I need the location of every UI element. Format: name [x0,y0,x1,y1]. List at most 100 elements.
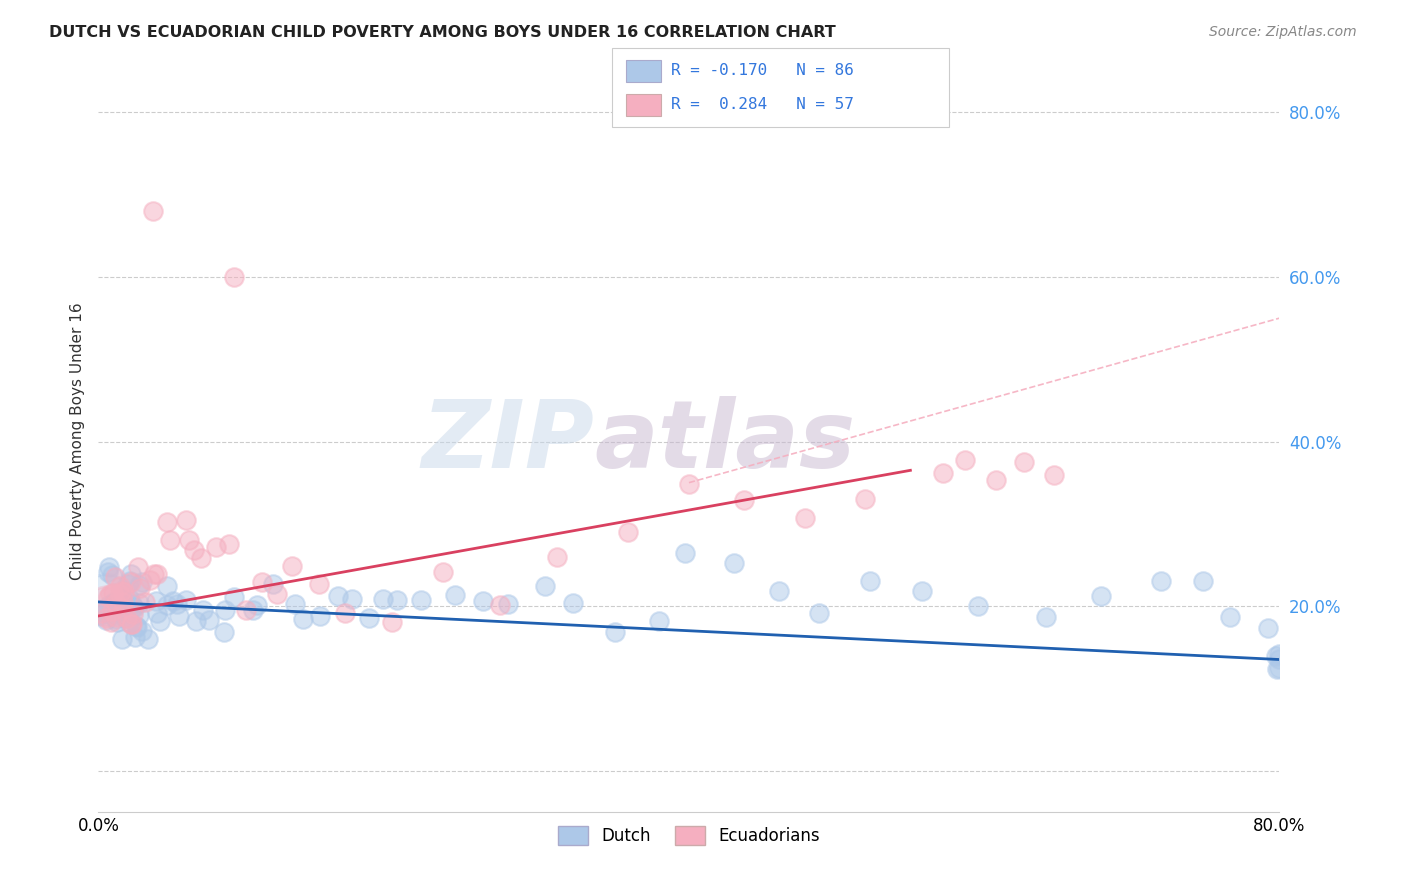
Point [340,591,363,606]
Point [262,576,284,591]
Point [122,601,145,615]
Point [127,559,149,574]
Point [1268,652,1291,666]
Point [381,615,404,630]
Point [120,617,142,632]
Point [90,606,112,620]
Point [145,594,167,608]
Point [218,537,240,551]
Point [107,595,129,609]
Point [122,600,145,615]
Point [107,595,129,609]
Point [955,453,977,467]
Point [131,624,153,639]
Point [108,599,131,614]
Point [281,559,304,574]
Point [967,599,990,613]
Y-axis label: Child Poverty Among Boys Under 16: Child Poverty Among Boys Under 16 [69,302,84,581]
Point [162,594,184,608]
Point [104,570,127,584]
Point [335,606,357,620]
Legend: Dutch, Ecuadorians: Dutch, Ecuadorians [551,819,827,852]
Point [167,609,190,624]
Point [103,594,125,608]
Point [986,473,1008,487]
Point [1267,661,1289,675]
Point [678,476,700,491]
Point [198,613,221,627]
Point [184,614,207,628]
Point [326,589,349,603]
Point [89,608,111,623]
Point [166,597,188,611]
Point [115,611,138,625]
Point [546,549,568,564]
Point [128,596,150,610]
Point [266,587,288,601]
Point [128,578,150,592]
Point [110,587,132,601]
Point [105,609,128,624]
Point [284,597,307,611]
Point [673,546,696,560]
Text: DUTCH VS ECUADORIAN CHILD POVERTY AMONG BOYS UNDER 16 CORRELATION CHART: DUTCH VS ECUADORIAN CHILD POVERTY AMONG … [49,25,837,40]
Point [768,584,790,599]
Point [1219,610,1241,624]
Point [214,603,236,617]
Point [496,597,519,611]
Point [118,615,141,629]
Point [124,630,146,644]
Point [174,593,197,607]
Point [129,581,152,595]
Point [121,597,143,611]
Point [183,543,205,558]
Point [142,204,165,219]
Point [101,604,124,618]
Point [112,594,135,608]
Point [1268,648,1291,662]
Point [1043,467,1066,482]
Point [242,603,264,617]
Point [114,611,136,625]
Point [105,615,128,629]
Point [373,592,395,607]
Point [94,613,117,627]
Point [100,615,122,629]
Text: atlas: atlas [595,395,856,488]
Point [97,590,120,604]
Point [110,591,132,606]
Point [131,574,153,589]
Point [235,603,257,617]
Point [432,566,454,580]
Point [94,591,117,605]
Point [156,516,179,530]
Point [177,533,200,548]
Point [250,574,273,589]
Point [118,574,141,588]
Text: ZIP: ZIP [422,395,595,488]
Point [120,596,142,610]
Point [159,533,181,547]
Text: R =  0.284   N = 57: R = 0.284 N = 57 [671,97,853,112]
Point [139,574,162,588]
Point [359,611,381,625]
Point [205,541,228,555]
Point [246,598,269,612]
Point [117,577,139,591]
Point [97,560,120,574]
Point [146,567,169,582]
Point [191,603,214,617]
Point [932,466,955,480]
Point [648,614,671,628]
Point [156,579,179,593]
Point [733,493,755,508]
Point [111,583,134,598]
Point [723,556,745,570]
Point [104,596,127,610]
Point [808,606,831,620]
Point [1257,621,1279,635]
Point [853,492,876,507]
Point [134,595,156,609]
Point [104,612,127,626]
Point [291,612,314,626]
